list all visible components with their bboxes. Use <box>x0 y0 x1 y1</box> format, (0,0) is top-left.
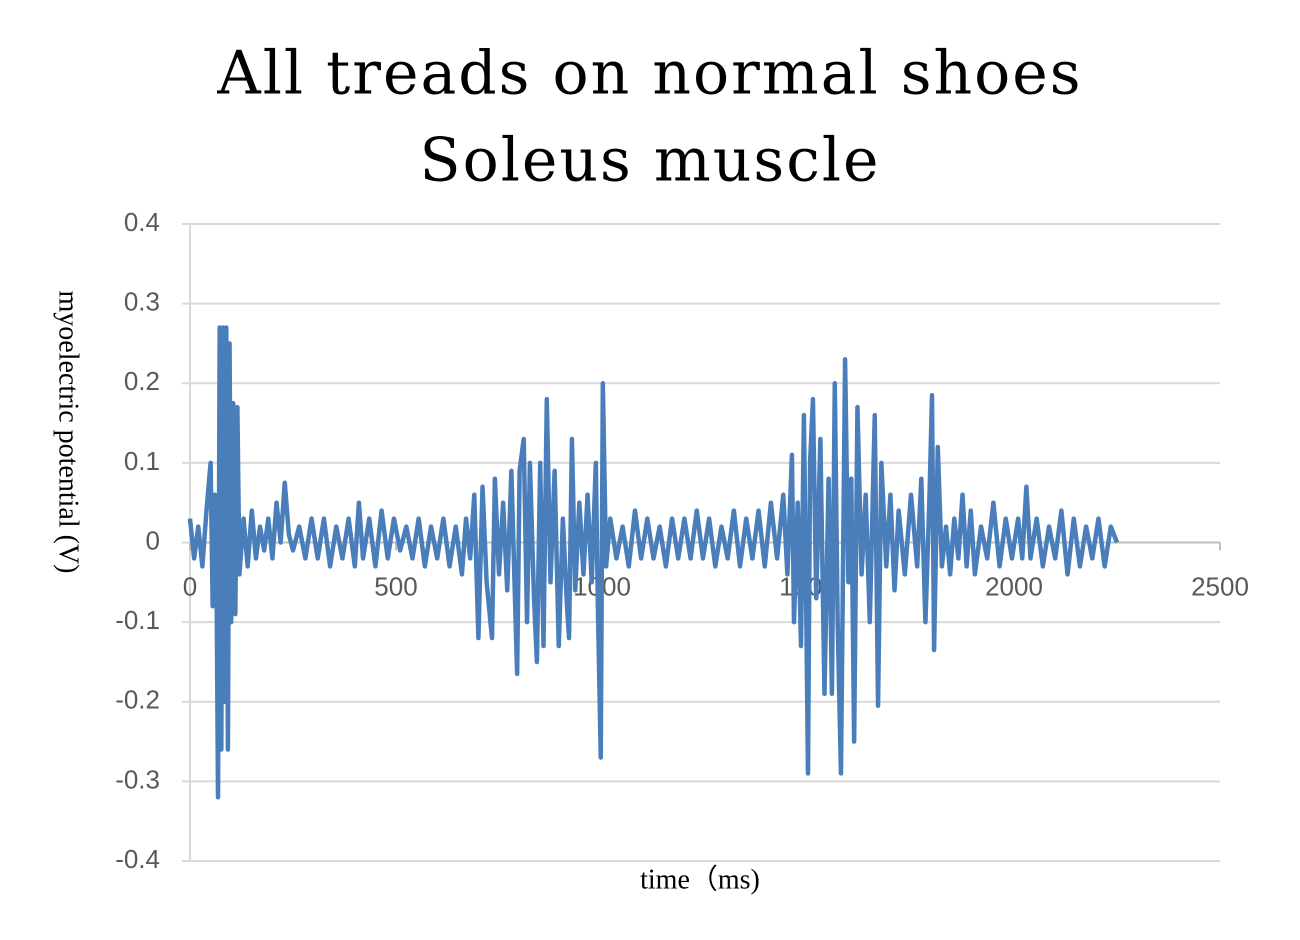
data-line <box>187 325 1120 800</box>
y-tick-label: 0.2 <box>124 366 160 396</box>
y-tick-label: 0.1 <box>124 446 160 476</box>
y-tick-label: -0.1 <box>115 605 160 635</box>
x-tick-label: 500 <box>374 571 417 601</box>
y-tick-label: 0.3 <box>124 287 160 317</box>
y-tick-label: 0.4 <box>124 207 160 237</box>
y-axis-title: myoelectric potential (V) <box>53 291 84 574</box>
y-tick-label: -0.4 <box>115 844 160 874</box>
chart-subtitle: Soleus muscle <box>419 126 880 196</box>
y-tick-label: -0.2 <box>115 685 160 715</box>
chart-title: All treads on normal shoes <box>216 39 1082 109</box>
x-axis-title: time（ms) <box>640 863 760 895</box>
x-tick-label: 0 <box>183 571 197 601</box>
x-tick-label: 2000 <box>985 571 1043 601</box>
y-tick-label: -0.3 <box>115 764 160 794</box>
x-tick-label: 2500 <box>1191 571 1249 601</box>
y-tick-label: 0 <box>146 525 160 555</box>
